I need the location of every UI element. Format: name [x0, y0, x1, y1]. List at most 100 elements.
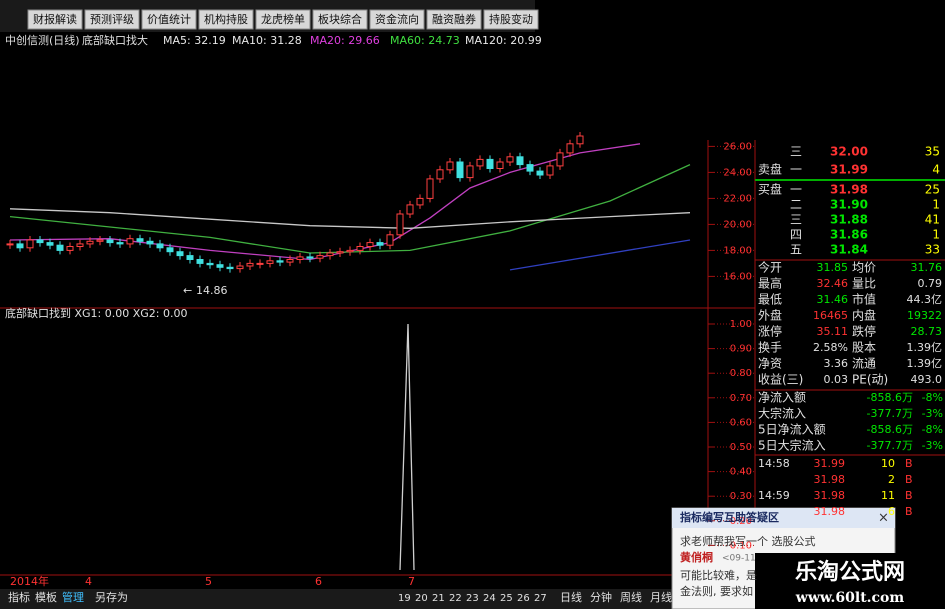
- tick-time: 14:59: [758, 489, 790, 502]
- stat-label: 今开: [758, 260, 782, 275]
- stat-value: 2.58%: [813, 341, 848, 354]
- candle: [536, 170, 544, 176]
- day-label: 22: [449, 593, 462, 604]
- x-label: 5: [205, 575, 212, 588]
- x-label: 6: [315, 575, 322, 588]
- candle: [316, 255, 324, 259]
- tab-label[interactable]: 资金流向: [375, 12, 419, 26]
- stock-title: 中创信测(日线): [5, 33, 80, 47]
- y-tick-label: 16.00: [723, 271, 752, 282]
- candle: [136, 238, 144, 242]
- tick-side: B: [905, 489, 913, 502]
- ma-label: MA10: 31.28: [232, 34, 302, 47]
- y-tick-label: 0.10: [730, 540, 752, 551]
- candle: [186, 255, 194, 261]
- book-level: 一: [790, 183, 802, 197]
- y-tick-label: 0.60: [730, 417, 752, 428]
- book-level: 四: [790, 228, 802, 242]
- bottom-tab[interactable]: 模板: [35, 590, 57, 604]
- book-price: 31.98: [830, 183, 868, 197]
- candle: [236, 265, 244, 270]
- candle: [326, 252, 334, 257]
- book-price: 32.00: [830, 145, 868, 159]
- tab-label[interactable]: 融资融券: [432, 12, 476, 26]
- period-tab[interactable]: 月线: [650, 590, 672, 604]
- tab-label[interactable]: 龙虎榜单: [261, 12, 305, 26]
- tab[interactable]: [198, 9, 254, 30]
- candle: [226, 266, 234, 270]
- candle: [386, 234, 394, 246]
- candle: [26, 239, 34, 249]
- popup-close[interactable]: ×: [878, 511, 889, 526]
- stat-label: 换手: [758, 341, 782, 355]
- tab[interactable]: [255, 9, 311, 30]
- bottom-tab[interactable]: 指标: [8, 590, 30, 604]
- watermark-box: [755, 553, 945, 609]
- stat-value: 16465: [813, 309, 848, 322]
- stat-value: 0.03: [824, 373, 849, 386]
- day-label: 24: [483, 593, 496, 604]
- candle: [266, 260, 274, 264]
- tab[interactable]: [312, 9, 368, 30]
- candle: [516, 156, 524, 166]
- stat-label: 最高: [758, 276, 782, 291]
- candle: [556, 152, 564, 167]
- book-volume: 33: [925, 243, 940, 257]
- book-side: 卖盘: [758, 162, 782, 177]
- tab-label[interactable]: 板块综合: [318, 12, 362, 26]
- tab-label[interactable]: 机构持股: [204, 12, 248, 26]
- popup-header: [672, 508, 895, 528]
- book-price: 31.90: [830, 198, 868, 212]
- day-label: 25: [500, 593, 513, 604]
- book-volume: 25: [925, 183, 940, 197]
- period-tab[interactable]: 日线: [560, 590, 582, 604]
- flow-label: 大宗流入: [758, 406, 806, 421]
- tick-side: B: [905, 473, 913, 486]
- period-tab[interactable]: 周线: [620, 590, 642, 604]
- tab-label[interactable]: 预测评级: [90, 13, 134, 26]
- book-side: 买盘: [758, 182, 782, 197]
- candle: [36, 239, 44, 244]
- tab[interactable]: [426, 9, 482, 30]
- candle: [246, 262, 254, 267]
- stat-value: 0.79: [918, 277, 943, 290]
- tab[interactable]: [369, 9, 425, 30]
- candle: [576, 135, 584, 145]
- tick-volume: 10: [881, 457, 895, 470]
- tab-label[interactable]: 持股变动: [489, 12, 533, 26]
- y-tick-label: 22.00: [723, 193, 752, 204]
- candle: [486, 158, 494, 169]
- bottom-tab[interactable]: 另存为: [95, 590, 128, 604]
- tab-label[interactable]: 价值统计: [147, 13, 191, 26]
- book-volume: 4: [932, 163, 940, 177]
- stat-label: PE(动): [852, 373, 888, 387]
- popup-question[interactable]: 求老师帮我写一个 选股公式: [680, 535, 816, 548]
- candle: [96, 239, 104, 242]
- ma-label: MA120: 20.99: [465, 34, 542, 47]
- period-tab[interactable]: 分钟: [590, 590, 612, 604]
- candle: [76, 243, 84, 247]
- tab[interactable]: [84, 9, 140, 30]
- tick-side: B: [905, 457, 913, 470]
- tab[interactable]: [483, 9, 539, 30]
- flow-percent: -3%: [922, 407, 943, 420]
- stat-label: 均价: [852, 261, 876, 275]
- candle: [286, 259, 294, 263]
- candle: [56, 244, 64, 251]
- day-label: 20: [415, 593, 428, 604]
- low-arrow: ←: [183, 284, 192, 297]
- stat-value: 1.39亿: [907, 357, 943, 370]
- tick-volume: 2: [888, 473, 895, 486]
- tab[interactable]: [27, 9, 83, 30]
- tab-label[interactable]: 财报解读: [33, 12, 77, 26]
- tick-side: B: [905, 505, 913, 518]
- book-level: 五: [790, 243, 802, 257]
- book-volume: 1: [932, 198, 940, 212]
- stat-value: 3.36: [824, 357, 849, 370]
- book-level: 二: [790, 198, 802, 212]
- bottom-tab[interactable]: 管理: [62, 590, 84, 604]
- ma-label: MA20: 29.66: [310, 34, 380, 47]
- stat-label: 收益(三): [758, 373, 803, 387]
- tab[interactable]: [141, 9, 197, 30]
- popup-title: 指标编写互助答疑区: [680, 510, 779, 524]
